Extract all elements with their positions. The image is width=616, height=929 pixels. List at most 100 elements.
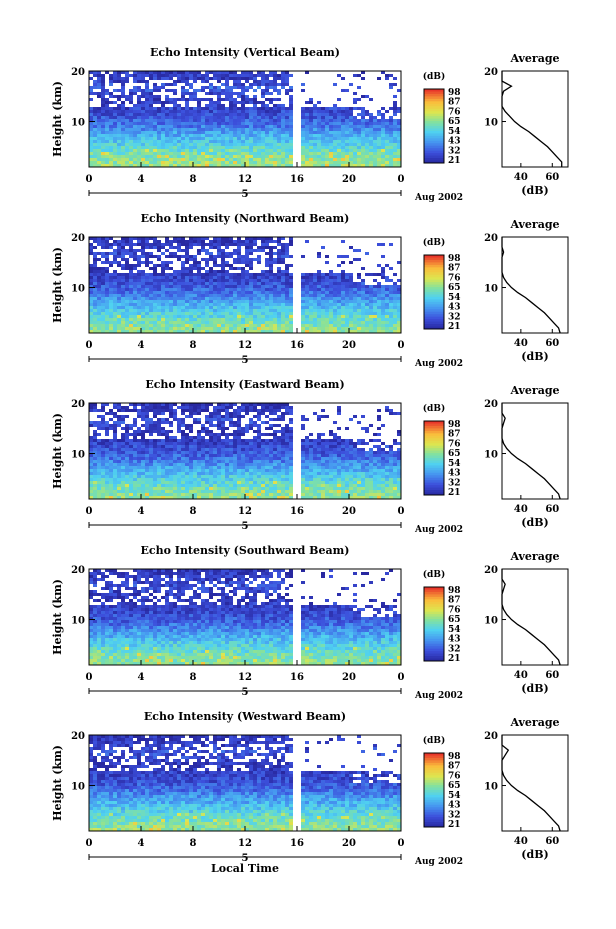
heatmap-cell: [109, 246, 113, 249]
heatmap-cell: [353, 74, 357, 77]
heatmap-cell: [153, 445, 157, 448]
heatmap-cell: [137, 318, 141, 321]
heatmap-cell: [385, 279, 389, 282]
heatmap-cell: [189, 161, 193, 164]
heatmap-cell: [253, 237, 257, 240]
heatmap-cell: [257, 309, 261, 312]
heatmap-cell: [137, 116, 141, 119]
heatmap-cell: [117, 481, 121, 484]
heatmap-cell: [117, 315, 121, 318]
heatmap-cell: [157, 255, 161, 258]
heatmap-cell: [357, 113, 361, 116]
heatmap-cell: [289, 152, 293, 155]
heatmap-cell: [209, 318, 213, 321]
heatmap-cell: [213, 327, 217, 330]
heatmap-cell: [257, 285, 261, 288]
heatmap-cell: [265, 161, 269, 164]
heatmap-cell: [213, 303, 217, 306]
heatmap-cell: [125, 321, 129, 324]
heatmap-cell: [197, 412, 201, 415]
heatmap-cell: [285, 134, 289, 137]
heatmap-cell: [105, 469, 109, 472]
heatmap-cell: [133, 472, 137, 475]
heatmap-cell: [393, 330, 397, 333]
heatmap-cell: [313, 161, 317, 164]
heatmap-cell: [177, 134, 181, 137]
heatmap-cell: [133, 321, 137, 324]
heatmap-cell: [329, 303, 333, 306]
heatmap-cell: [349, 128, 353, 131]
heatmap-cell: [141, 409, 145, 412]
heatmap-cell: [329, 158, 333, 161]
heatmap-cell: [201, 430, 205, 433]
heatmap-cell: [209, 321, 213, 324]
heatmap-cell: [193, 116, 197, 119]
heatmap-cell: [177, 297, 181, 300]
heatmap-cell: [269, 80, 273, 83]
heatmap-cell: [145, 312, 149, 315]
heatmap-cell: [213, 315, 217, 318]
heatmap-cell: [181, 89, 185, 92]
heatmap-cell: [257, 125, 261, 128]
heatmap-cell: [245, 294, 249, 297]
heatmap-cell: [277, 288, 281, 291]
heatmap-cell: [249, 152, 253, 155]
heatmap-cell: [93, 258, 97, 261]
heatmap-cell: [181, 330, 185, 333]
heatmap-cell: [97, 294, 101, 297]
heatmap-cell: [193, 149, 197, 152]
heatmap-cell: [393, 294, 397, 297]
heatmap-cell: [333, 327, 337, 330]
heatmap-cell: [133, 312, 137, 315]
heatmap-cell: [101, 252, 105, 255]
heatmap-cell: [321, 146, 325, 149]
heatmap-cell: [209, 149, 213, 152]
heatmap-cell: [249, 258, 253, 261]
heatmap-cell: [261, 161, 265, 164]
heatmap-cell: [265, 164, 269, 167]
heatmap-cell: [237, 164, 241, 167]
heatmap-cell: [361, 288, 365, 291]
heatmap-cell: [365, 330, 369, 333]
heatmap-cell: [181, 131, 185, 134]
heatmap-cell: [365, 285, 369, 288]
heatmap-cell: [249, 161, 253, 164]
heatmap-cell: [257, 137, 261, 140]
heatmap-cell: [353, 125, 357, 128]
heatmap-cell: [237, 143, 241, 146]
heatmap-cell: [153, 460, 157, 463]
heatmap-cell: [125, 490, 129, 493]
heatmap-cell: [137, 297, 141, 300]
heatmap-cell: [197, 451, 201, 454]
heatmap-cell: [229, 113, 233, 116]
heatmap-cell: [101, 161, 105, 164]
heatmap-cell: [181, 436, 185, 439]
heatmap-cell: [209, 460, 213, 463]
heatmap-cell: [305, 330, 309, 333]
heatmap-cell: [161, 279, 165, 282]
heatmap-cell: [117, 484, 121, 487]
heatmap-cell: [269, 294, 273, 297]
heatmap-cell: [281, 125, 285, 128]
heatmap-cell: [181, 454, 185, 457]
heatmap-cell: [153, 113, 157, 116]
heatmap-cell: [165, 101, 169, 104]
heatmap-cell: [341, 89, 345, 92]
heatmap-cell: [173, 466, 177, 469]
heatmap-cell: [189, 427, 193, 430]
heatmap-cell: [113, 457, 117, 460]
heatmap-cell: [93, 403, 97, 406]
heatmap-cell: [209, 454, 213, 457]
heatmap-cell: [245, 309, 249, 312]
heatmap-cell: [189, 143, 193, 146]
heatmap-cell: [373, 312, 377, 315]
heatmap-cell: [249, 291, 253, 294]
heatmap-cell: [177, 80, 181, 83]
heatmap-cell: [285, 282, 289, 285]
heatmap-cell: [245, 258, 249, 261]
heatmap-cell: [153, 164, 157, 167]
heatmap-cell: [189, 107, 193, 110]
heatmap-cell: [153, 270, 157, 273]
heatmap-cell: [361, 282, 365, 285]
heatmap-cell: [97, 116, 101, 119]
